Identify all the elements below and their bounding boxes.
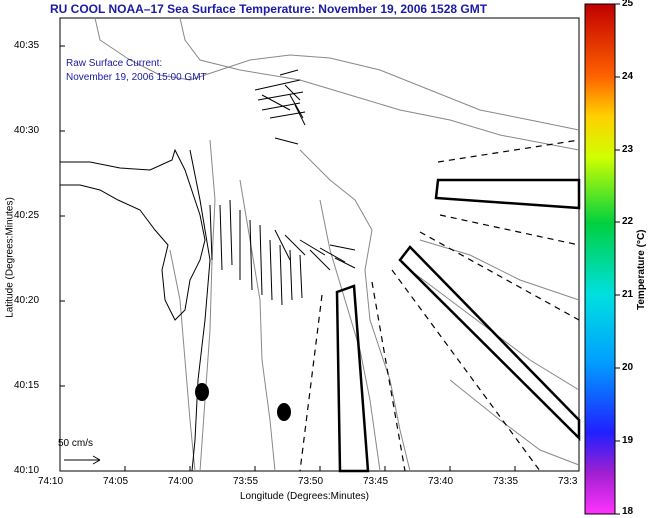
x-tick-label: 73:55 (233, 476, 259, 487)
blob-west (195, 383, 209, 401)
colorbar-tick-label: 25 (622, 0, 634, 9)
y-tick-label: 40:10 (14, 465, 40, 476)
dashed-radials (299, 139, 580, 472)
colorbar-tick-label: 19 (622, 435, 634, 446)
x-tick-label: 73:45 (363, 476, 389, 487)
scale-label: 50 cm/s (58, 438, 94, 449)
x-tick-marks (59, 466, 516, 471)
x-tick-label: 74:05 (103, 476, 129, 487)
colorbar-tick-label: 22 (622, 216, 634, 227)
x-tick-label: 73:3 (558, 476, 578, 487)
y-tick-label: 40:20 (14, 295, 40, 306)
current-label: Raw Surface Current: (66, 58, 163, 69)
colorbar-ticks (615, 3, 620, 515)
colorbar-tick-label: 23 (622, 144, 634, 155)
x-axis-label: Longitude (Degrees:Minutes) (240, 491, 369, 502)
map-title: RU COOL NOAA–17 Sea Surface Temperature:… (50, 2, 488, 16)
bathymetry-contours (94, 17, 580, 472)
y-tick-label: 40:15 (14, 380, 40, 391)
colorbar-tick-label: 21 (622, 289, 634, 300)
y-tick-label: 40:30 (14, 125, 40, 136)
colorbar-tick-label: 18 (622, 506, 634, 517)
coastline-east (189, 149, 211, 472)
solid-boxes (335, 178, 581, 473)
x-tick-label: 73:40 (428, 476, 454, 487)
x-tick-label: 74:10 (38, 476, 64, 487)
y-tick-marks (60, 45, 65, 387)
current-time: November 19, 2006 15:00 GMT (66, 72, 207, 83)
y-tick-label: 40:25 (14, 210, 40, 221)
colorbar-tick-label: 20 (622, 362, 634, 373)
current-vectors-south (209, 199, 356, 306)
y-tick-label: 40:35 (14, 40, 40, 51)
scale-arrow (64, 455, 101, 465)
colorbar-tick-label: 24 (622, 71, 634, 82)
x-tick-label: 73:50 (298, 476, 324, 487)
colorbar-label: Temperature (°C) (636, 229, 647, 311)
plot-frame (59, 17, 580, 472)
y-axis-label: Latitude (Degrees:Minutes) (4, 197, 16, 318)
current-vectors-north (254, 69, 306, 145)
x-tick-label: 73:35 (493, 476, 519, 487)
colorbar (584, 3, 616, 515)
x-tick-label: 74:00 (168, 476, 194, 487)
coastline (60, 148, 206, 321)
blob-east (277, 403, 291, 421)
